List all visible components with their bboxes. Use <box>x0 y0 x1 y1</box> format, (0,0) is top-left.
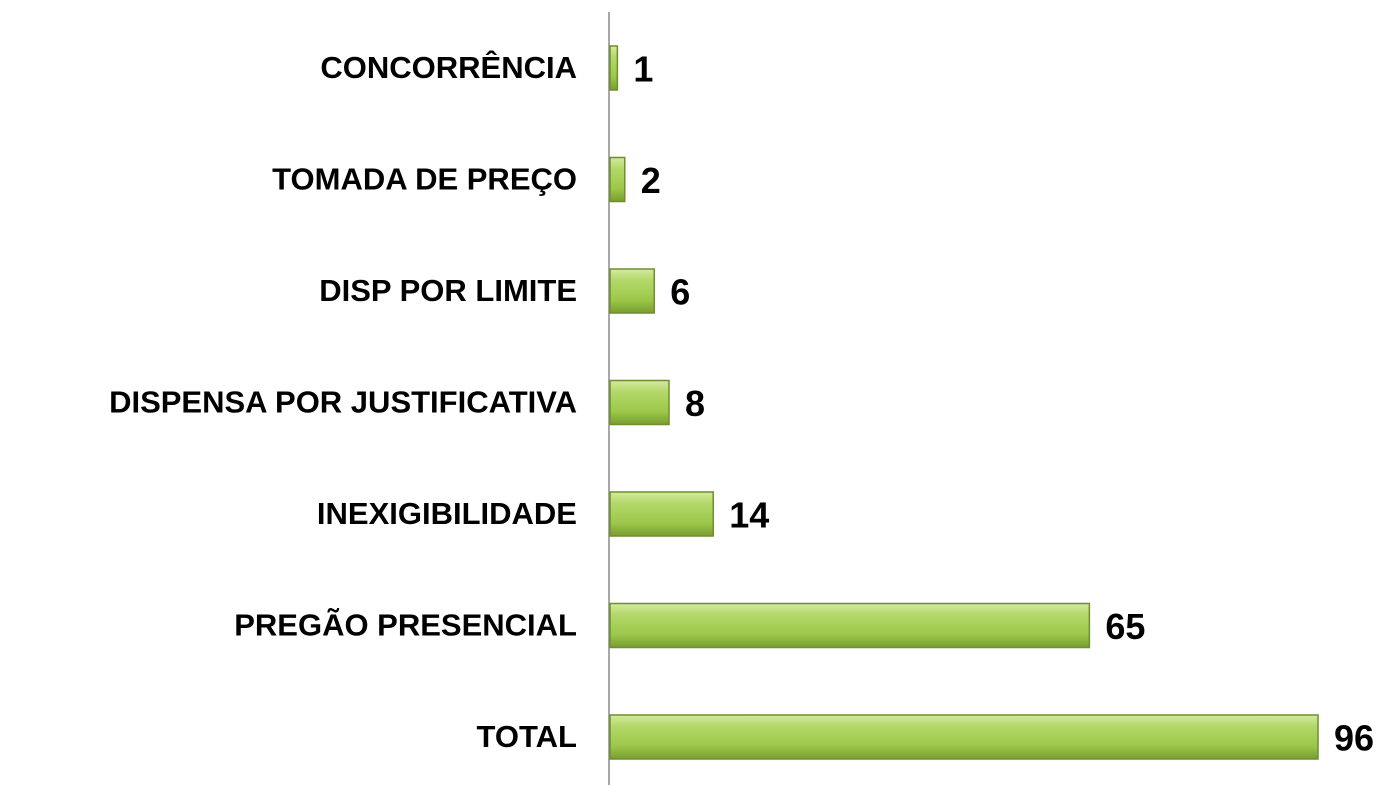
category-label: TOMADA DE PREÇO <box>272 162 577 197</box>
value-label: 6 <box>670 272 690 313</box>
bar <box>609 379 670 426</box>
bar <box>609 156 626 203</box>
bar <box>609 714 1319 760</box>
category-label: DISPENSA POR JUSTIFICATIVA <box>109 385 577 420</box>
value-label: 65 <box>1105 606 1145 647</box>
category-label: TOTAL <box>477 719 577 754</box>
value-label: 1 <box>633 49 653 90</box>
category-label: PREGÃO PRESENCIAL <box>234 608 577 643</box>
value-label: 96 <box>1334 718 1374 759</box>
category-label: CONCORRÊNCIA <box>320 49 577 85</box>
category-label: DISP POR LIMITE <box>319 273 577 308</box>
bar <box>609 602 1091 649</box>
value-label: 2 <box>641 160 661 201</box>
bar <box>609 491 714 537</box>
bar <box>609 268 655 314</box>
value-label: 14 <box>729 495 769 536</box>
category-label: INEXIGIBILIDADE <box>317 496 577 531</box>
value-label: 8 <box>685 383 705 424</box>
bar <box>609 45 619 91</box>
